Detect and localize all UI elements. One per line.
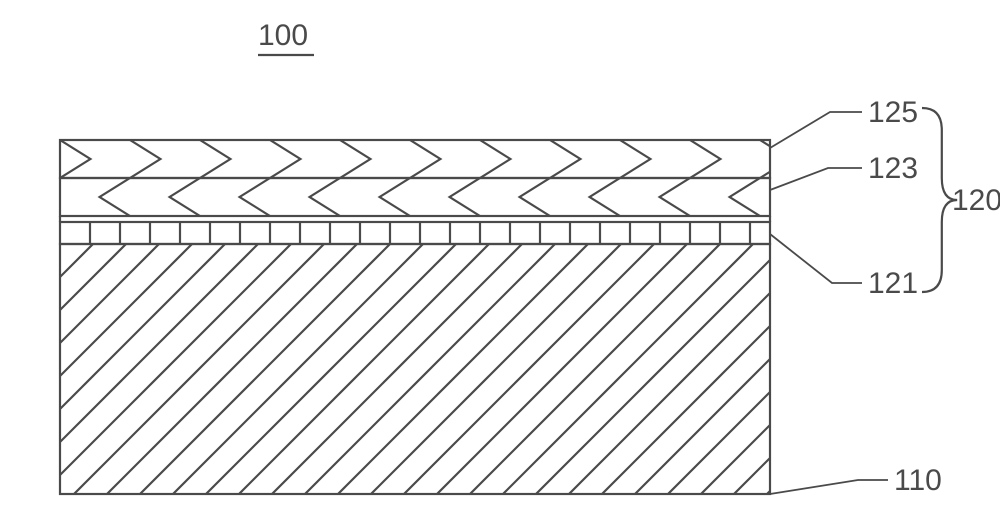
brace-120 xyxy=(922,108,957,292)
leader-121 xyxy=(770,234,862,283)
layer-110 xyxy=(0,244,1000,494)
label-123: 123 xyxy=(868,152,918,185)
leader-125 xyxy=(770,112,862,148)
label-121: 121 xyxy=(868,267,918,300)
leader-110 xyxy=(770,480,888,494)
layer-stack-diagram: 100 125 123 121 110 120 xyxy=(0,0,1000,529)
label-120: 120 xyxy=(952,184,1000,217)
label-125: 125 xyxy=(868,96,918,129)
leader-123 xyxy=(770,168,862,190)
layer-123 xyxy=(0,178,830,216)
layer-121 xyxy=(60,222,770,244)
figure-title: 100 xyxy=(258,19,308,52)
layer-125 xyxy=(0,140,860,178)
label-110: 110 xyxy=(894,464,942,497)
